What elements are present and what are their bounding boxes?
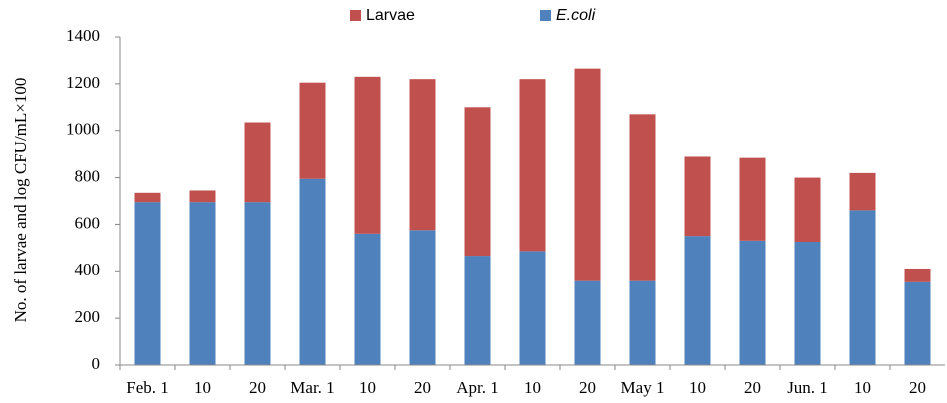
x-tick-label: Feb. 1 (126, 378, 169, 397)
bar-segment (519, 79, 546, 252)
x-tick-label: Mar. 1 (290, 378, 334, 397)
bar-segment (244, 122, 271, 203)
bar-segment (134, 192, 161, 203)
bar-segment (904, 268, 931, 282)
bar-segment (134, 202, 161, 365)
bar-segment (629, 114, 656, 281)
bar-segment (299, 178, 326, 365)
x-tick-label: 20 (249, 378, 266, 397)
bar-segment (354, 76, 381, 234)
bar-segment (739, 157, 766, 241)
bar-segment (464, 256, 491, 365)
bar-segment (189, 202, 216, 365)
y-tick-label: 0 (92, 354, 101, 373)
bar-segment (849, 172, 876, 211)
x-tick-label: 20 (909, 378, 926, 397)
bar-segment (519, 251, 546, 365)
y-tick-label: 800 (75, 166, 101, 185)
bar-segment (409, 79, 436, 231)
x-tick-label: 10 (854, 378, 871, 397)
x-tick-label: Apr. 1 (456, 378, 499, 397)
x-tick-label: 10 (689, 378, 706, 397)
x-tick-label: 20 (579, 378, 596, 397)
x-tick-label: 10 (524, 378, 541, 397)
bar-segment (849, 210, 876, 365)
y-tick-label: 1200 (66, 73, 100, 92)
bar-segment (244, 202, 271, 365)
legend-swatch (540, 10, 551, 21)
bar-segment (409, 230, 436, 365)
x-tick-label: 20 (744, 378, 761, 397)
x-tick-label: 10 (194, 378, 211, 397)
y-tick-label: 1400 (66, 26, 100, 45)
y-tick-label: 200 (75, 307, 101, 326)
legend-swatch (350, 10, 361, 21)
y-tick-label: 600 (75, 213, 101, 232)
bar-segment (739, 240, 766, 365)
bar-segment (684, 156, 711, 237)
bar-segment (354, 233, 381, 365)
y-axis-label: No. of larvae and log CFU/mL×100 (11, 78, 30, 323)
bar-segment (464, 107, 491, 257)
bar-segment (574, 280, 601, 365)
bar-segment (684, 236, 711, 365)
bar-segment (189, 190, 216, 203)
bar-segment (794, 242, 821, 365)
x-tick-label: 10 (359, 378, 376, 397)
y-tick-label: 400 (75, 260, 101, 279)
bar-segment (904, 281, 931, 365)
legend-label: Larvae (366, 7, 415, 24)
x-tick-label: 20 (414, 378, 431, 397)
x-tick-label: May 1 (621, 378, 665, 397)
bar-segment (574, 68, 601, 281)
bar-segment (629, 280, 656, 365)
legend-label: E.coli (556, 7, 596, 24)
y-tick-label: 1000 (66, 120, 100, 139)
bar-segment (794, 177, 821, 242)
x-tick-label: Jun. 1 (787, 378, 828, 397)
bar-segment (299, 82, 326, 179)
